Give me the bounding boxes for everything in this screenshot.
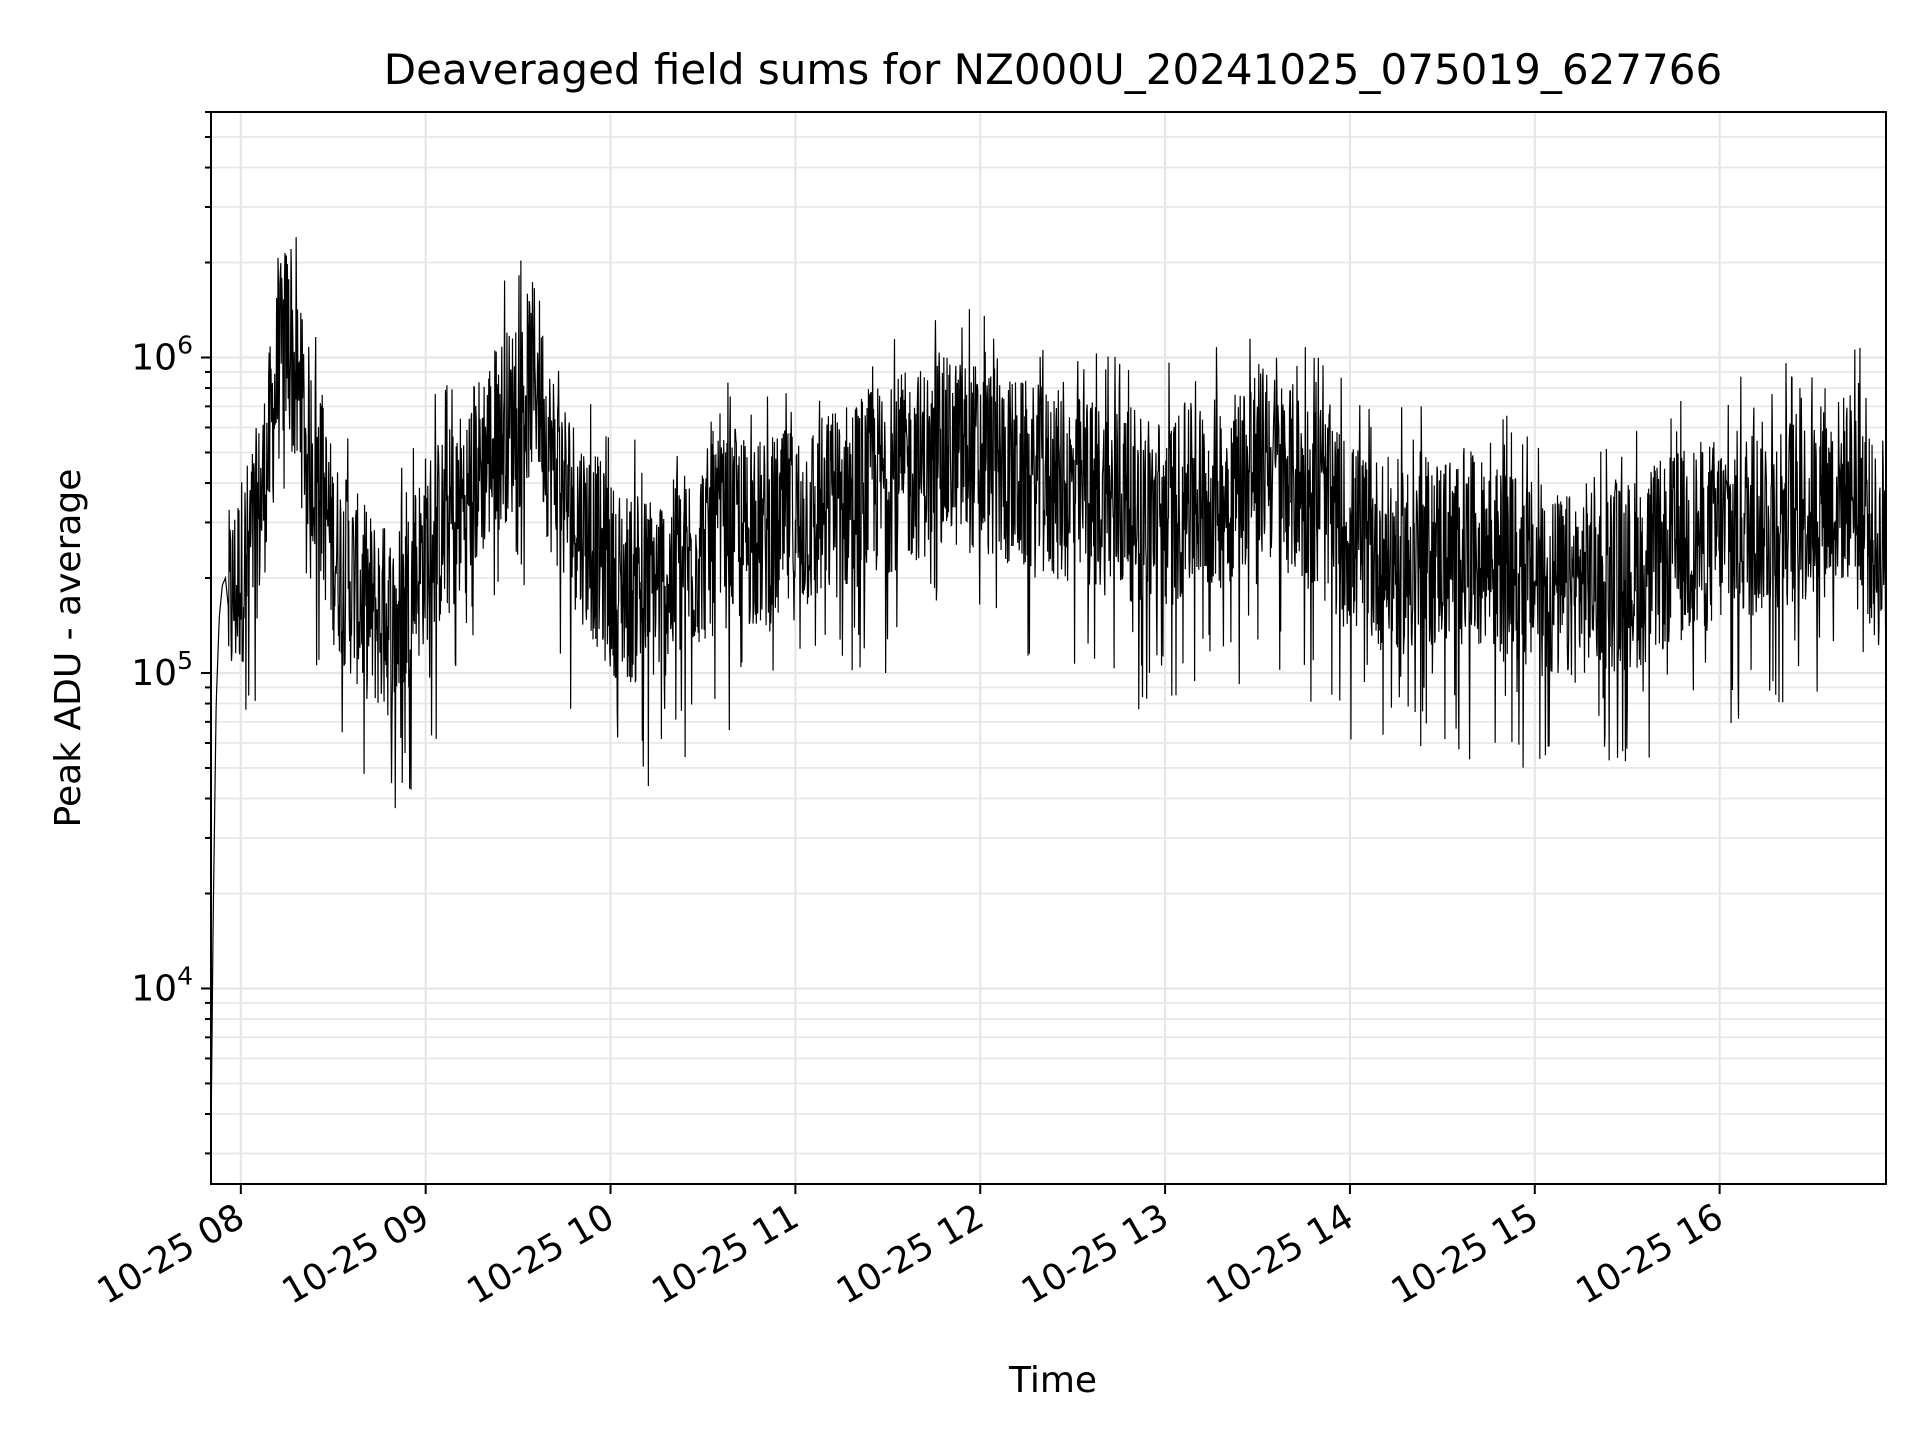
y-tick-label: 105: [131, 646, 193, 694]
y-tick-label: 106: [131, 330, 193, 378]
y-tick-label: 104: [131, 961, 193, 1009]
x-axis-label: Time: [1008, 1360, 1097, 1401]
series-layer: [210, 237, 1887, 1141]
series-line: [210, 237, 1887, 1141]
y-axis: 104 105 106: [131, 111, 211, 1155]
y-axis-label: Peak ADU - average: [48, 469, 89, 828]
plot-frame: [210, 111, 1887, 1185]
chart-title: Deaveraged field sums for NZ000U_2024102…: [384, 45, 1722, 94]
